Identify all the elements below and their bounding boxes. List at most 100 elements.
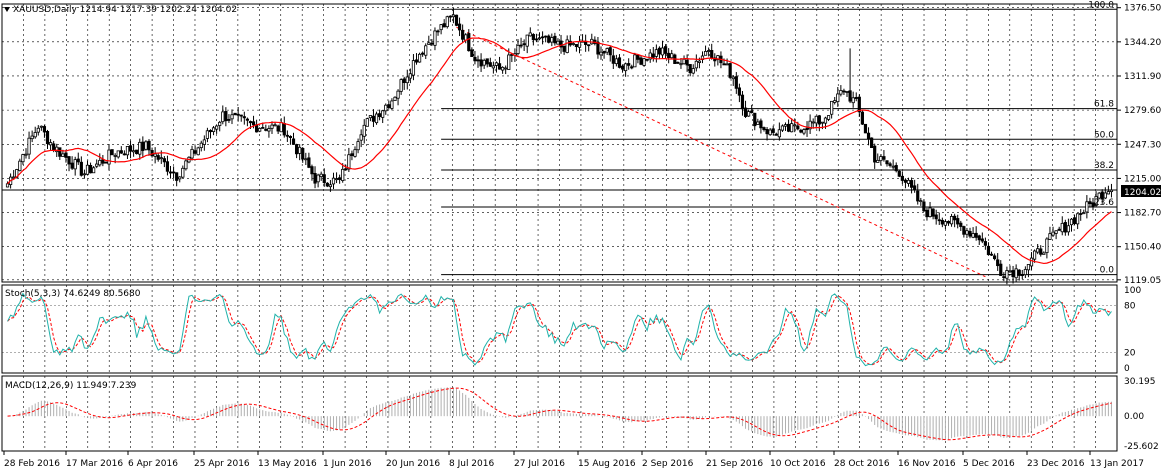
candle-bull [39,125,43,128]
candle-bear [639,57,643,65]
candle-bear [436,30,440,33]
date-tick-label: 2 Sep 2016 [642,459,694,469]
candle-bull [368,115,372,119]
candle-bull [1029,257,1034,267]
candle-bull [439,24,443,31]
candle-bear [925,209,929,218]
candle-bull [491,65,495,69]
fibonacci-retracement[interactable] [441,8,1117,276]
candle-bull [1066,225,1071,233]
candle-bear [547,35,551,43]
candle-bear [728,63,732,78]
candle-bear [989,253,994,256]
candle-bear [522,43,526,46]
candle-bull [830,100,834,115]
candle-bull [565,39,569,53]
candle-bear [903,179,908,183]
candle-bear [1057,228,1061,231]
candle-bear [873,145,877,163]
candle-bear [774,133,778,136]
candle-bear [236,113,240,116]
candle-bull [61,153,65,157]
candle-bull [716,55,720,60]
candle-bull [445,16,449,28]
candle-bear [916,190,920,202]
trend-line[interactable] [456,26,986,278]
fib-level-label: 0.0 [1100,266,1115,276]
candle-bull [879,156,883,162]
candle-bull [605,48,609,53]
candle-bear [866,132,871,140]
candle-bull [144,141,148,150]
current-price-label: 1204.02 [1124,188,1161,198]
macd-tick-label: 30.195 [1124,377,1156,387]
candle-bear [663,46,668,54]
candle-bull [92,167,96,174]
candle-bull [82,173,87,176]
candle-bull [814,115,818,124]
candle-bear [45,131,50,145]
candle-bear [162,158,166,163]
candle-bull [507,54,511,70]
candle-bear [430,42,434,45]
date-tick-label: 5 Dec 2016 [963,459,1015,469]
candle-bull [826,115,831,120]
candle-bull [132,150,136,153]
candle-bull [1103,192,1107,199]
candle-bear [897,170,901,177]
candle-bear [378,113,382,118]
candle-bull [504,67,508,70]
candle-bull [811,121,815,124]
candle-bull [654,49,658,57]
candle-bull [279,122,283,133]
price-candles [5,7,1114,285]
candle-bull [381,110,385,118]
candle-bear [1072,217,1077,224]
candle-bull [399,79,403,92]
candle-bear [325,182,329,187]
candle-bull [270,124,274,129]
candle-bear [900,175,904,181]
candle-bull [451,14,456,18]
candle-bear [882,156,886,160]
candle-bear [762,127,766,131]
candle-bull [682,58,686,65]
candle-bear [740,94,745,110]
date-tick-label: 1 Jun 2016 [323,459,372,469]
candle-bear [110,149,114,156]
candle-bear [934,214,938,220]
candle-bull [33,132,37,138]
candle-bear [291,138,296,145]
candle-bull [876,159,880,163]
candle-bull [48,142,53,146]
candle-bull [943,221,948,226]
candle-bear [574,44,579,48]
candle-bear [175,172,179,181]
candle-bull [839,90,843,95]
candle-bear [620,65,625,70]
date-tick-label: 13 Jan 2017 [1090,459,1144,469]
candle-bear [743,107,748,117]
candle-bull [181,167,185,178]
candle-bear [1020,273,1024,276]
candle-bull [731,76,735,80]
candle-bull [347,154,351,170]
candle-bull [417,53,422,63]
candle-bull [30,135,34,140]
candle-bear [937,219,941,222]
candle-bull [178,176,182,180]
candle-bull [1023,269,1027,276]
candle-bear [476,59,480,62]
candle-bear [863,123,868,134]
candle-bull [1032,250,1037,260]
candle-bull [319,173,323,177]
stoch-tick-label: 0 [1124,364,1130,374]
candle-bull [334,178,339,181]
macd-title: MACD(12,26,9) 11.949 7.239 [5,381,137,391]
candle-bull [516,44,520,54]
candle-bear [1100,191,1104,200]
candle-bull [433,30,437,46]
candle-bear [968,231,972,237]
